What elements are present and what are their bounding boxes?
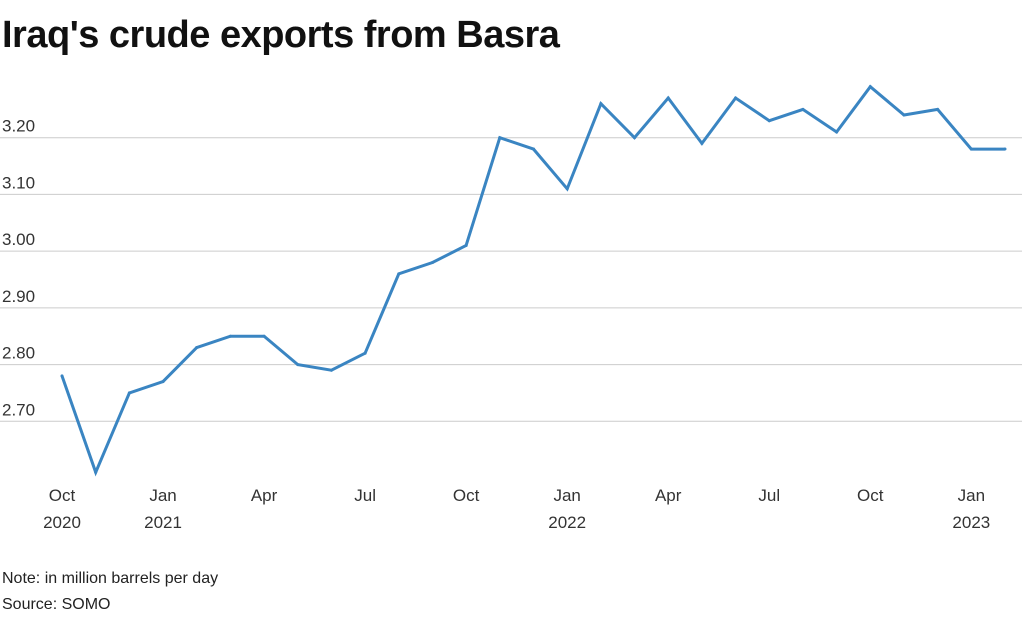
x-tick-label: Oct [49,486,76,505]
data-point [633,136,637,140]
y-tick-label: 2.70 [2,400,35,419]
chart-source: Source: SOMO [2,596,111,613]
x-tick-label: Jan [149,486,176,505]
chart-title: Iraq's crude exports from Basra [2,14,560,56]
x-tick-label: Jul [354,486,376,505]
x-tick-label: Oct [857,486,884,505]
data-point [599,102,603,106]
data-point [734,96,738,100]
series-line [60,84,1005,477]
data-point [565,187,569,191]
y-tick-label: 3.20 [2,117,35,136]
x-tick-year-label: 2020 [43,513,81,532]
data-point [329,368,333,372]
data-point [397,272,401,276]
data-point [94,470,98,474]
chart-note: Note: in million barrels per day [2,570,219,587]
data-point [936,107,940,111]
y-tick-label: 2.90 [2,287,35,306]
data-point [464,243,468,247]
data-point [767,119,771,123]
data-point [161,380,165,384]
data-point [127,391,131,395]
data-point [296,363,300,367]
data-point [902,113,906,117]
x-tick-year-label: 2023 [952,513,990,532]
y-tick-label: 3.00 [2,230,35,249]
y-tick-label: 3.10 [2,173,35,192]
data-point [498,136,502,140]
x-tick-year-label: 2021 [144,513,182,532]
data-point [835,130,839,134]
data-point [430,260,434,264]
data-point [363,351,367,355]
gridlines [0,137,1022,422]
x-tick-label: Jan [958,486,985,505]
data-point [666,96,670,100]
y-tick-label: 2.80 [2,344,35,363]
x-tick-label: Oct [453,486,480,505]
plot-area [60,84,1007,477]
data-point [195,346,199,350]
data-point [60,374,64,378]
x-tick-label: Jul [758,486,780,505]
x-tick-year-label: 2022 [548,513,586,532]
data-point [700,141,704,145]
data-point [1003,147,1007,151]
data-point [532,147,535,151]
y-axis: 2.70 2.80 2.90 3.00 3.10 3.20 [2,117,35,420]
line-chart: 2.70 2.80 2.90 3.00 3.10 3.20 Oct 2020 Jan 2021 A… [0,84,1022,532]
x-tick-label: Apr [251,486,278,505]
data-point [801,107,805,111]
data-point [228,334,232,338]
x-axis: Oct 2020 Jan 2021 Apr Jul Oct Jan 2022 Apr Jul Oct J… [43,486,990,532]
data-point [969,147,973,151]
x-tick-label: Apr [655,486,682,505]
data-point [262,334,266,338]
data-point [868,85,872,89]
x-tick-label: Jan [553,486,580,505]
